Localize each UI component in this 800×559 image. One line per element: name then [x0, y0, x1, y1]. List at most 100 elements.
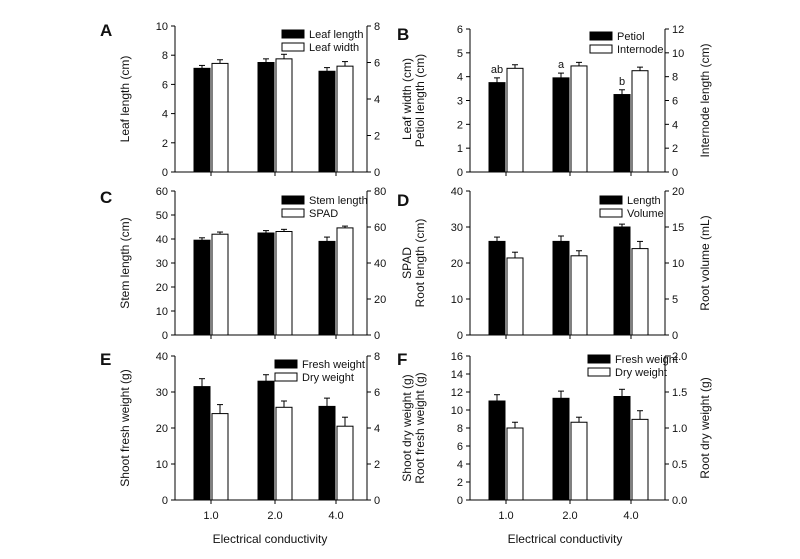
legend-swatch-c-0: [281, 195, 305, 205]
left-tick-label-d-1: 10: [451, 294, 463, 306]
right-tick-label-a-4: 8: [374, 21, 380, 33]
bar-c-light-1: [275, 231, 293, 336]
legend-swatch-e-0: [274, 359, 298, 369]
significance-label-b-1: a: [558, 59, 565, 71]
right-tick-label-a-1: 2: [374, 131, 380, 143]
left-axis-title-f: Root fresh weight (g): [413, 372, 427, 483]
left-tick-label-b-1: 1: [457, 143, 463, 155]
panel-letter-b: B: [397, 25, 409, 44]
panel-letter-c: C: [100, 188, 112, 207]
bar-c-dark-0: [193, 239, 211, 336]
right-axis-title-b: Internode length (cm): [698, 43, 712, 157]
right-tick-label-a-2: 4: [374, 94, 380, 106]
right-tick-label-c-2: 40: [374, 258, 386, 270]
legend-label-c-0: Stem length: [309, 195, 368, 207]
x-tick-label-f-1: 2.0: [562, 510, 577, 522]
legend-swatch-f-0: [587, 354, 611, 364]
left-tick-label-f-5: 10: [451, 405, 463, 417]
right-tick-label-b-3: 6: [672, 96, 678, 108]
right-tick-label-c-4: 80: [374, 186, 386, 198]
bar-b-dark-1: [552, 77, 570, 173]
right-axis-title-e: Shoot dry weight (g): [400, 374, 414, 481]
bar-f-light-0: [506, 427, 524, 501]
x-axis-title-left: Electrical conductivity: [213, 532, 328, 546]
left-tick-label-e-4: 40: [156, 351, 168, 363]
bar-f-light-2: [631, 418, 649, 501]
right-tick-label-e-1: 2: [374, 459, 380, 471]
right-tick-label-a-3: 6: [374, 58, 380, 70]
left-tick-label-c-3: 30: [156, 258, 168, 270]
right-tick-label-e-2: 4: [374, 423, 380, 435]
right-axis-title-a: Leaf width (cm): [400, 58, 414, 140]
right-tick-label-c-0: 0: [374, 330, 380, 342]
bar-e-dark-0: [193, 386, 211, 501]
x-tick-label-e-0: 1.0: [203, 510, 218, 522]
left-tick-label-c-1: 10: [156, 306, 168, 318]
right-tick-label-f-1: 0.5: [672, 459, 687, 471]
right-tick-label-b-5: 10: [672, 48, 684, 60]
x-tick-label-e-2: 4.0: [328, 510, 343, 522]
left-tick-label-f-0: 0: [457, 495, 463, 507]
legend-swatch-a-1: [281, 42, 305, 52]
right-tick-label-b-1: 2: [672, 143, 678, 155]
bar-c-dark-1: [257, 232, 275, 336]
right-tick-label-f-0: 0.0: [672, 495, 687, 507]
bar-b-light-2: [631, 70, 649, 173]
left-tick-label-c-2: 20: [156, 282, 168, 294]
legend-swatch-f-1: [587, 367, 611, 377]
bar-a-light-1: [275, 58, 293, 173]
left-tick-label-f-4: 8: [457, 423, 463, 435]
left-tick-label-b-0: 0: [457, 167, 463, 179]
left-tick-label-e-3: 30: [156, 387, 168, 399]
left-tick-label-c-6: 60: [156, 186, 168, 198]
bar-a-dark-2: [318, 70, 336, 173]
left-tick-label-a-1: 2: [162, 138, 168, 150]
bar-a-light-2: [336, 65, 354, 173]
right-tick-label-d-0: 0: [672, 330, 678, 342]
right-tick-label-b-6: 12: [672, 24, 684, 36]
x-tick-label-f-2: 4.0: [623, 510, 638, 522]
left-tick-label-d-0: 0: [457, 330, 463, 342]
panel-letter-d: D: [397, 191, 409, 210]
bar-f-dark-2: [613, 396, 631, 501]
bar-d-light-0: [506, 257, 524, 336]
legend-swatch-d-0: [599, 195, 623, 205]
left-tick-label-a-5: 10: [156, 21, 168, 33]
left-tick-label-f-2: 4: [457, 459, 463, 471]
legend-swatch-a-0: [281, 29, 305, 39]
right-tick-label-f-3: 1.5: [672, 387, 687, 399]
significance-label-b-2: b: [619, 76, 625, 88]
right-tick-label-e-3: 6: [374, 387, 380, 399]
right-tick-label-d-1: 5: [672, 294, 678, 306]
bar-e-dark-2: [318, 405, 336, 501]
bar-d-dark-2: [613, 226, 631, 336]
right-axis-title-d: Root volume (mL): [698, 215, 712, 310]
left-tick-label-d-2: 20: [451, 258, 463, 270]
left-tick-label-b-6: 6: [457, 24, 463, 36]
legend-label-a-0: Leaf length: [309, 29, 363, 41]
left-tick-label-f-8: 16: [451, 351, 463, 363]
panel-letter-f: F: [397, 350, 407, 369]
legend-label-d-1: Volume: [627, 208, 664, 220]
legend-label-f-0: Fresh weight: [615, 354, 678, 366]
left-tick-label-c-0: 0: [162, 330, 168, 342]
bar-f-dark-1: [552, 397, 570, 501]
bar-e-light-0: [211, 413, 229, 501]
right-axis-title-c: SPAD: [400, 247, 414, 279]
bar-e-light-1: [275, 406, 293, 501]
left-tick-label-a-0: 0: [162, 167, 168, 179]
left-tick-label-e-1: 10: [156, 459, 168, 471]
bar-a-light-0: [211, 62, 229, 173]
x-tick-label-e-1: 2.0: [267, 510, 282, 522]
bar-e-dark-1: [257, 380, 275, 501]
left-axis-title-b: Petiol length (cm): [413, 54, 427, 147]
bar-b-light-0: [506, 67, 524, 173]
legend-label-b-1: Internode: [617, 44, 663, 56]
legend-label-e-1: Dry weight: [302, 372, 354, 384]
left-tick-label-d-4: 40: [451, 186, 463, 198]
left-tick-label-b-3: 3: [457, 96, 463, 108]
left-tick-label-b-2: 2: [457, 119, 463, 131]
legend-label-f-1: Dry weight: [615, 367, 667, 379]
bar-c-light-2: [336, 227, 354, 336]
